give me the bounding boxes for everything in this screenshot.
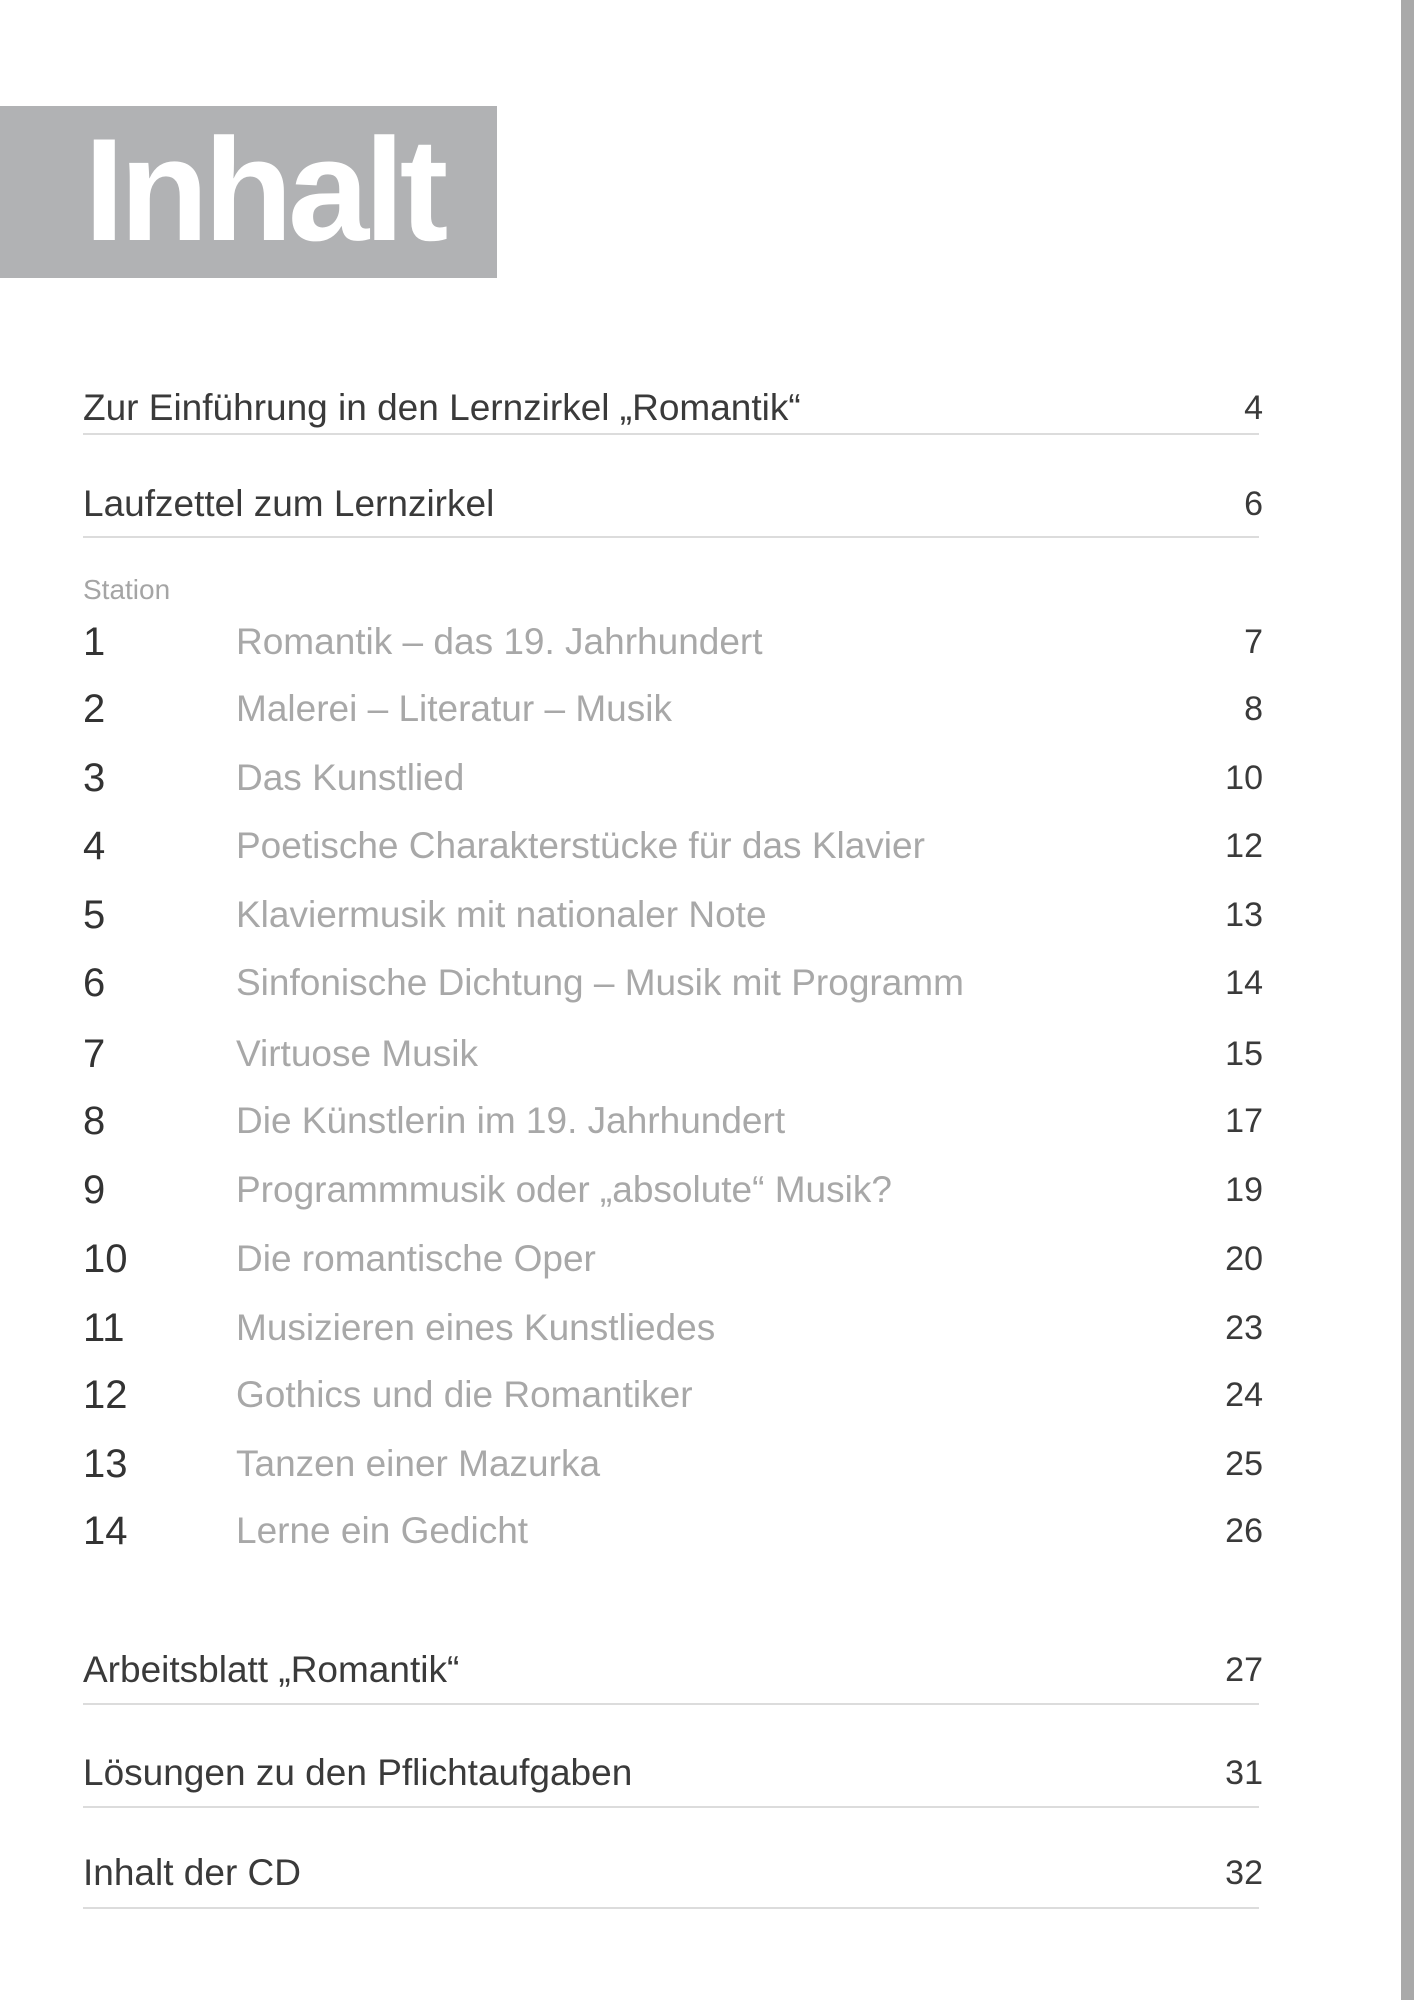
entry-title: Musizieren eines Kunstliedes	[236, 1307, 716, 1348]
station-number: 13	[83, 1442, 128, 1486]
station-entry[interactable]: 7 Virtuose Musik 15	[83, 1029, 1263, 1079]
station-entry[interactable]: 12 Gothics und die Romantiker 24	[83, 1370, 1263, 1420]
page-number: 26	[1225, 1512, 1263, 1550]
toc-entry[interactable]: Arbeitsblatt „Romantik“ 27	[83, 1645, 1263, 1695]
entry-title: Poetische Charakterstücke für das Klavie…	[236, 825, 925, 866]
page-number: 6	[1244, 485, 1263, 523]
page-number: 8	[1244, 690, 1263, 728]
station-number: 6	[83, 961, 106, 1005]
entry-title: Lerne ein Gedicht	[236, 1510, 529, 1551]
page-number: 4	[1244, 389, 1263, 427]
station-entry[interactable]: 11 Musizieren eines Kunstliedes 23	[83, 1303, 1263, 1353]
station-number: 14	[83, 1509, 128, 1553]
station-number: 5	[83, 893, 106, 937]
station-entry[interactable]: 3 Das Kunstlied 10	[83, 753, 1263, 803]
page-title: Inhalt	[84, 108, 448, 271]
entry-title: Das Kunstlied	[236, 757, 465, 798]
station-entry[interactable]: 4 Poetische Charakterstücke für das Klavi…	[83, 821, 1263, 871]
station-number: 9	[83, 1168, 106, 1212]
title-box	[0, 106, 497, 278]
entry-title: Lösungen zu den Pflichtaufgaben	[83, 1752, 633, 1793]
station-entry[interactable]: 5 Klaviermusik mit nationaler Note 13	[83, 890, 1263, 940]
toc-entry[interactable]: Inhalt der CD 32	[83, 1848, 1263, 1898]
station-number: 3	[83, 756, 106, 800]
entry-title: Romantik – das 19. Jahrhundert	[236, 621, 763, 662]
entry-title: Die romantische Oper	[236, 1238, 596, 1279]
entry-title: Gothics und die Romantiker	[236, 1374, 693, 1415]
page-number: 25	[1225, 1445, 1263, 1483]
entry-title: Klaviermusik mit nationaler Note	[236, 894, 767, 935]
page-number: 27	[1225, 1651, 1263, 1689]
divider-line	[83, 1907, 1259, 1909]
station-number: 10	[83, 1237, 128, 1281]
page-number: 20	[1225, 1240, 1263, 1278]
divider-line	[83, 433, 1259, 435]
station-number: 12	[83, 1373, 128, 1417]
station-number: 8	[83, 1099, 106, 1143]
entry-title: Virtuose Musik	[236, 1033, 478, 1074]
entry-title: Zur Einführung in den Lernzirkel „Romant…	[83, 387, 801, 428]
page-number: 24	[1225, 1376, 1263, 1414]
entry-title: Tanzen einer Mazurka	[236, 1443, 601, 1484]
entry-title: Laufzettel zum Lernzirkel	[83, 483, 495, 524]
station-entry[interactable]: 2 Malerei – Literatur – Musik 8	[83, 684, 1263, 734]
page-number: 15	[1225, 1035, 1263, 1073]
toc-entry[interactable]: Zur Einführung in den Lernzirkel „Romant…	[83, 383, 1263, 433]
page-number: 7	[1244, 623, 1263, 661]
toc-entry[interactable]: Lösungen zu den Pflichtaufgaben 31	[83, 1748, 1263, 1798]
page-number: 14	[1225, 964, 1263, 1002]
station-entry[interactable]: 6 Sinfonische Dichtung – Musik mit Progra…	[83, 958, 1263, 1008]
divider-line	[83, 1806, 1259, 1808]
station-entry[interactable]: 14 Lerne ein Gedicht 26	[83, 1506, 1263, 1556]
entry-title: Inhalt der CD	[83, 1852, 301, 1893]
page-number: 17	[1225, 1102, 1263, 1140]
divider-line	[83, 536, 1259, 538]
toc-entry[interactable]: Laufzettel zum Lernzirkel 6	[83, 479, 1263, 529]
station-entry[interactable]: 10 Die romantische Oper 20	[83, 1234, 1263, 1284]
page-number: 23	[1225, 1309, 1263, 1347]
entry-title: Programmmusik oder „absolute“ Musik?	[236, 1169, 892, 1210]
page-number: 12	[1225, 827, 1263, 865]
station-number: 1	[83, 620, 106, 664]
page-number: 31	[1225, 1754, 1263, 1792]
page-number: 19	[1225, 1171, 1263, 1209]
entry-title: Arbeitsblatt „Romantik“	[83, 1649, 460, 1690]
station-entry[interactable]: 9 Programmmusik oder „absolute“ Musik? 19	[83, 1165, 1263, 1215]
station-entry[interactable]: 13 Tanzen einer Mazurka 25	[83, 1439, 1263, 1489]
divider-line	[83, 1703, 1259, 1705]
station-number: 11	[83, 1306, 125, 1350]
station-number: 2	[83, 687, 106, 731]
entry-title: Die Künstlerin im 19. Jahrhundert	[236, 1100, 786, 1141]
entry-title: Malerei – Literatur – Musik	[236, 688, 672, 729]
station-entry[interactable]: 1 Romantik – das 19. Jahrhundert 7	[83, 617, 1263, 667]
page-number: 13	[1225, 896, 1263, 934]
page-number: 10	[1225, 759, 1263, 797]
page-edge	[1401, 0, 1414, 2000]
entry-title: Sinfonische Dichtung – Musik mit Program…	[236, 962, 964, 1003]
station-number: 4	[83, 824, 106, 868]
station-heading: Station	[83, 574, 171, 605]
station-number: 7	[83, 1032, 106, 1076]
page-number: 32	[1225, 1854, 1263, 1892]
station-entry[interactable]: 8 Die Künstlerin im 19. Jahrhundert 17	[83, 1096, 1263, 1146]
